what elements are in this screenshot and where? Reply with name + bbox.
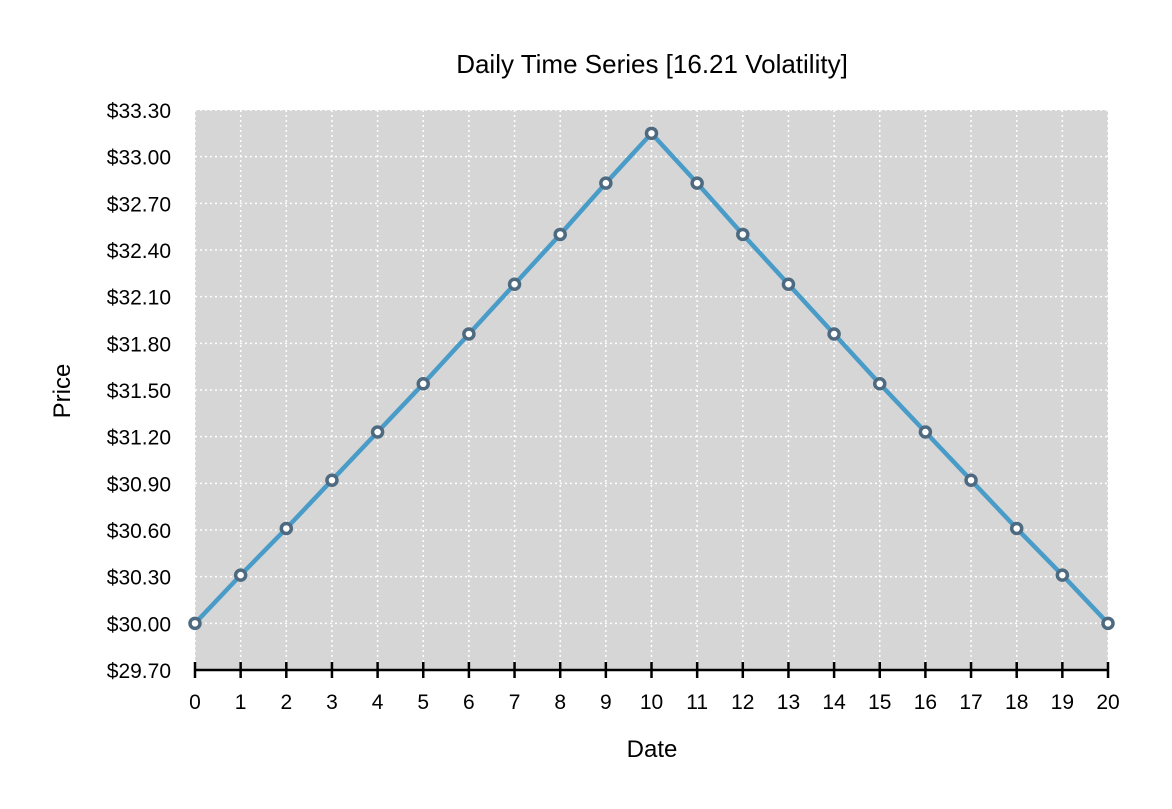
- data-point: [416, 377, 430, 391]
- data-point: [736, 227, 750, 242]
- data-point: [1009, 521, 1024, 536]
- data-point: [690, 176, 704, 190]
- y-tick-label: $32.40: [107, 240, 171, 263]
- x-tick-label: 2: [280, 691, 292, 714]
- y-tick-label: $32.10: [107, 287, 171, 310]
- data-point: [233, 568, 248, 582]
- y-tick-label: $31.80: [107, 333, 171, 356]
- data-point: [964, 473, 978, 487]
- data-point: [873, 377, 887, 391]
- x-tick-label: 4: [372, 691, 384, 714]
- x-tick-label: 10: [640, 691, 663, 714]
- x-tick-label: 13: [777, 691, 800, 714]
- y-tick-label: $31.20: [107, 427, 171, 450]
- x-tick-label: 12: [731, 691, 754, 714]
- x-tick-label: 20: [1096, 691, 1119, 714]
- x-tick-label: 3: [326, 691, 338, 714]
- data-point: [644, 126, 659, 141]
- series-layer: [188, 126, 1115, 631]
- x-tick-label: 0: [189, 691, 201, 714]
- y-tick-label: $30.60: [107, 520, 171, 543]
- data-point: [918, 425, 933, 439]
- x-axis: 0 1 2 3 4 5 6 7 8 9 10 11 12 13 14 15 16 17 18 19 20: [189, 662, 1120, 714]
- y-tick-label: $33.30: [107, 100, 171, 123]
- x-tick-label: 1: [235, 691, 247, 714]
- data-point: [781, 277, 796, 291]
- data-point: [279, 521, 294, 536]
- x-tick-label: 5: [417, 691, 429, 714]
- x-tick-label: 16: [914, 691, 937, 714]
- x-tick-label: 8: [554, 691, 566, 714]
- y-tick-label: $30.90: [107, 473, 171, 496]
- y-tick-label: $31.50: [107, 380, 171, 403]
- chart-title: Daily Time Series [16.21 Volatility]: [456, 49, 848, 79]
- x-tick-label: 11: [686, 691, 708, 714]
- x-tick-label: 9: [600, 691, 612, 714]
- x-tick-label: 7: [509, 691, 521, 714]
- y-tick-label: $30.00: [107, 613, 171, 636]
- y-axis-label: Price: [49, 364, 76, 419]
- data-point: [325, 473, 339, 487]
- x-tick-label: 17: [959, 691, 982, 714]
- data-point: [553, 227, 567, 242]
- data-point: [188, 616, 202, 631]
- data-point: [827, 327, 841, 341]
- x-tick-label: 14: [822, 691, 846, 714]
- data-point: [507, 277, 522, 291]
- y-axis: $29.70 $30.00 $30.30 $30.60 $30.90 $31.20 $31.…: [107, 100, 171, 683]
- data-point: [1055, 568, 1070, 582]
- data-point: [1101, 616, 1115, 631]
- data-point: [599, 176, 613, 190]
- y-tick-label: $30.30: [107, 567, 171, 590]
- y-tick-label: $29.70: [107, 660, 171, 683]
- y-tick-label: $33.00: [107, 147, 171, 170]
- y-tick-label: $32.70: [107, 193, 171, 216]
- data-point: [370, 425, 385, 439]
- x-tick-label: 18: [1005, 691, 1028, 714]
- data-point: [462, 327, 476, 341]
- x-tick-label: 6: [463, 691, 475, 714]
- x-tick-label: 15: [868, 691, 891, 714]
- x-tick-label: 19: [1051, 691, 1074, 714]
- x-axis-label: Date: [627, 736, 678, 763]
